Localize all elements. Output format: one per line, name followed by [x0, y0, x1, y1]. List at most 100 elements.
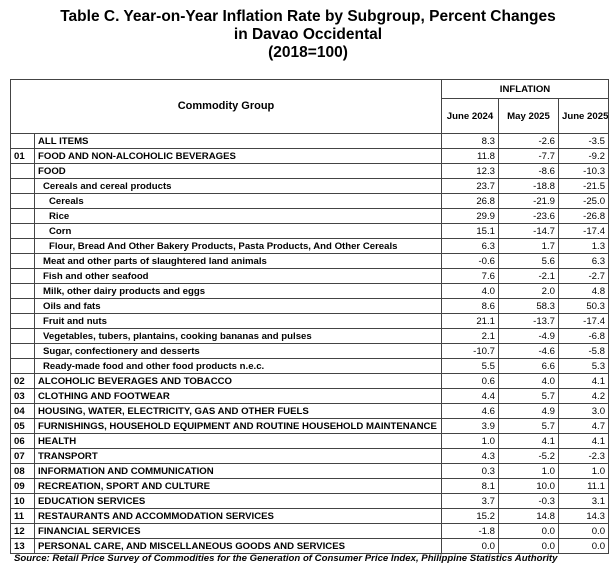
- table-row: Ready-made food and other food products …: [10, 358, 610, 374]
- row-value-2: 4.1: [498, 433, 559, 449]
- row-commodity-name: Milk, other dairy products and eggs: [34, 283, 442, 299]
- row-value-2: -21.9: [498, 193, 559, 209]
- row-code: [10, 268, 35, 284]
- row-code: [10, 223, 35, 239]
- table-row: 09 RECREATION, SPORT AND CULTURE 8.1 10.0 11…: [10, 478, 610, 494]
- row-code: 05: [10, 418, 35, 434]
- row-value-1: 0.0: [441, 538, 499, 554]
- table-row: 08 INFORMATION AND COMMUNICATION 0.3 1.0 1.0: [10, 463, 610, 479]
- table-row: 03 CLOTHING AND FOOTWEAR 4.4 5.7 4.2: [10, 388, 610, 404]
- row-value-2: 4.0: [498, 373, 559, 389]
- row-code: [10, 193, 35, 209]
- row-value-2: -18.8: [498, 178, 559, 194]
- row-value-3: -2.3: [557, 448, 610, 464]
- table-row: 10 EDUCATION SERVICES 3.7 -0.3 3.1: [10, 493, 610, 509]
- commodity-group-header: Commodity Group: [10, 79, 442, 134]
- row-code: 12: [10, 523, 35, 539]
- row-value-3: -26.8: [557, 208, 610, 224]
- row-code: 01: [10, 148, 35, 164]
- row-value-2: 5.6: [498, 253, 559, 269]
- row-value-2: -0.3: [498, 493, 559, 509]
- row-value-1: -0.6: [441, 253, 499, 269]
- row-value-3: -3.5: [557, 133, 610, 149]
- row-code: 03: [10, 388, 35, 404]
- row-commodity-name: HOUSING, WATER, ELECTRICITY, GAS AND OTH…: [34, 403, 442, 419]
- row-value-1: 4.0: [441, 283, 499, 299]
- row-code: [10, 133, 35, 149]
- row-value-2: -4.9: [498, 328, 559, 344]
- row-value-3: 0.0: [557, 538, 610, 554]
- table-row: 01 FOOD AND NON-ALCOHOLIC BEVERAGES 11.8 -7…: [10, 148, 610, 164]
- row-value-1: 8.6: [441, 298, 499, 314]
- row-value-2: -13.7: [498, 313, 559, 329]
- row-value-2: 58.3: [498, 298, 559, 314]
- row-commodity-name: RECREATION, SPORT AND CULTURE: [34, 478, 442, 494]
- row-value-1: 2.1: [441, 328, 499, 344]
- row-value-1: 1.0: [441, 433, 499, 449]
- row-value-1: 8.3: [441, 133, 499, 149]
- row-commodity-name: TRANSPORT: [34, 448, 442, 464]
- row-value-3: 4.1: [557, 433, 610, 449]
- table-row: Cereals and cereal products 23.7 -18.8 -21.…: [10, 178, 610, 194]
- month-header-3: June 2025: [557, 98, 610, 134]
- row-value-3: 5.3: [557, 358, 610, 374]
- table-row: Oils and fats 8.6 58.3 50.3: [10, 298, 610, 314]
- row-commodity-name: Ready-made food and other food products …: [34, 358, 442, 374]
- table-row: Sugar, confectionery and desserts -10.7 -4…: [10, 343, 610, 359]
- table-row: Flour, Bread And Other Bakery Products, …: [10, 238, 610, 254]
- row-value-1: 7.6: [441, 268, 499, 284]
- table-row: 05 FURNISHINGS, HOUSEHOLD EQUIPMENT AND R…: [10, 418, 610, 434]
- row-value-2: 14.8: [498, 508, 559, 524]
- row-value-3: 0.0: [557, 523, 610, 539]
- row-code: [10, 358, 35, 374]
- row-value-3: 3.1: [557, 493, 610, 509]
- table-row: Cereals 26.8 -21.9 -25.0: [10, 193, 610, 209]
- row-commodity-name: Cereals: [34, 193, 442, 209]
- row-value-2: 4.9: [498, 403, 559, 419]
- row-value-2: -8.6: [498, 163, 559, 179]
- row-value-1: 21.1: [441, 313, 499, 329]
- row-commodity-name: ALCOHOLIC BEVERAGES AND TOBACCO: [34, 373, 442, 389]
- row-value-2: -7.7: [498, 148, 559, 164]
- row-value-2: -2.1: [498, 268, 559, 284]
- row-commodity-name: Corn: [34, 223, 442, 239]
- row-code: 09: [10, 478, 35, 494]
- row-value-1: 3.9: [441, 418, 499, 434]
- row-value-2: 5.7: [498, 388, 559, 404]
- row-commodity-name: CLOTHING AND FOOTWEAR: [34, 388, 442, 404]
- row-code: 10: [10, 493, 35, 509]
- row-value-1: 4.4: [441, 388, 499, 404]
- row-value-3: -6.8: [557, 328, 610, 344]
- month-header-2: May 2025: [498, 98, 559, 134]
- row-code: [10, 328, 35, 344]
- row-value-3: 4.8: [557, 283, 610, 299]
- row-code: 13: [10, 538, 35, 554]
- inflation-header: INFLATION: [440, 79, 610, 99]
- title-line-2: in Davao Occidental: [233, 26, 383, 43]
- row-code: 06: [10, 433, 35, 449]
- row-code: [10, 178, 35, 194]
- row-commodity-name: Meat and other parts of slaughtered land…: [34, 253, 442, 269]
- row-value-3: 4.7: [557, 418, 610, 434]
- row-commodity-name: Rice: [34, 208, 442, 224]
- month-header-1: June 2024: [441, 98, 499, 134]
- row-value-1: 15.1: [441, 223, 499, 239]
- table-row: 12 FINANCIAL SERVICES -1.8 0.0 0.0: [10, 523, 610, 539]
- row-value-2: 2.0: [498, 283, 559, 299]
- row-code: [10, 208, 35, 224]
- row-value-3: 11.1: [557, 478, 610, 494]
- row-value-2: 6.6: [498, 358, 559, 374]
- row-value-2: 1.7: [498, 238, 559, 254]
- row-code: [10, 253, 35, 269]
- row-code: 02: [10, 373, 35, 389]
- row-value-1: 0.3: [441, 463, 499, 479]
- table-row: 02 ALCOHOLIC BEVERAGES AND TOBACCO 0.6 4.0 4…: [10, 373, 610, 389]
- row-value-1: 5.5: [441, 358, 499, 374]
- title-line-1: Table C. Year-on-Year Inflation Rate by …: [60, 8, 556, 25]
- table-row: Fruit and nuts 21.1 -13.7 -17.4: [10, 313, 610, 329]
- table-row: FOOD 12.3 -8.6 -10.3: [10, 163, 610, 179]
- row-value-3: -17.4: [557, 313, 610, 329]
- row-value-3: 14.3: [557, 508, 610, 524]
- row-value-3: -2.7: [557, 268, 610, 284]
- row-value-1: 8.1: [441, 478, 499, 494]
